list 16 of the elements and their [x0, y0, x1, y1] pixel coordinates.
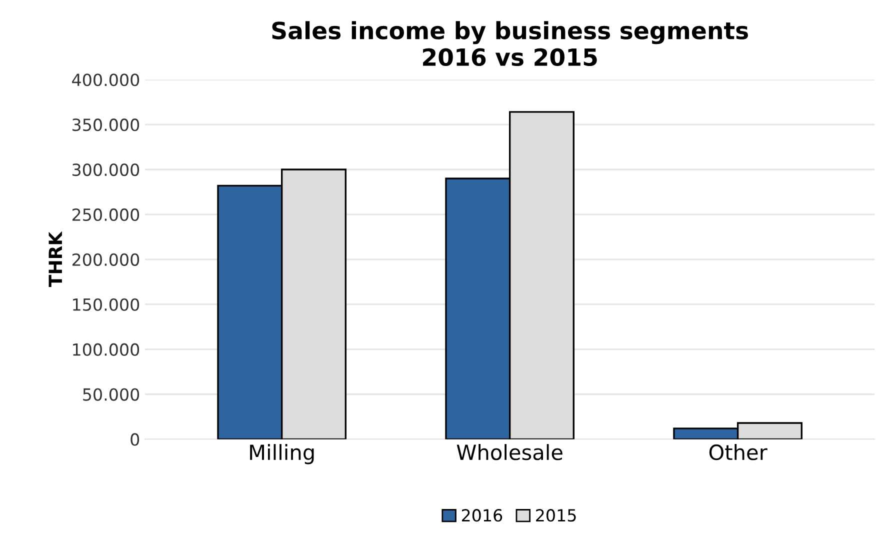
- y-tick-label: 250.000: [72, 208, 140, 222]
- x-tick-label: Wholesale: [456, 444, 562, 460]
- y-tick-label: 300.000: [72, 163, 140, 176]
- y-tick-label: 400.000: [72, 74, 140, 86]
- legend-label: 2016: [462, 509, 502, 522]
- x-tick-label: Milling: [250, 444, 314, 464]
- y-tick-label: 150.000: [73, 298, 140, 311]
- y-tick-label: 200.000: [72, 253, 140, 266]
- y-tick-label: 350.000: [72, 118, 140, 132]
- y-tick-label: 0: [130, 433, 140, 446]
- legend-label: 2015: [536, 509, 576, 522]
- y-tick-label: 50.000: [83, 388, 140, 401]
- chart-title: Sales income by business segments 2016 vs 2015: [272, 21, 748, 66]
- x-tick-label: Other: [709, 444, 768, 460]
- y-tick-label: 100.000: [73, 343, 140, 356]
- y-axis-title: THRK: [48, 231, 62, 287]
